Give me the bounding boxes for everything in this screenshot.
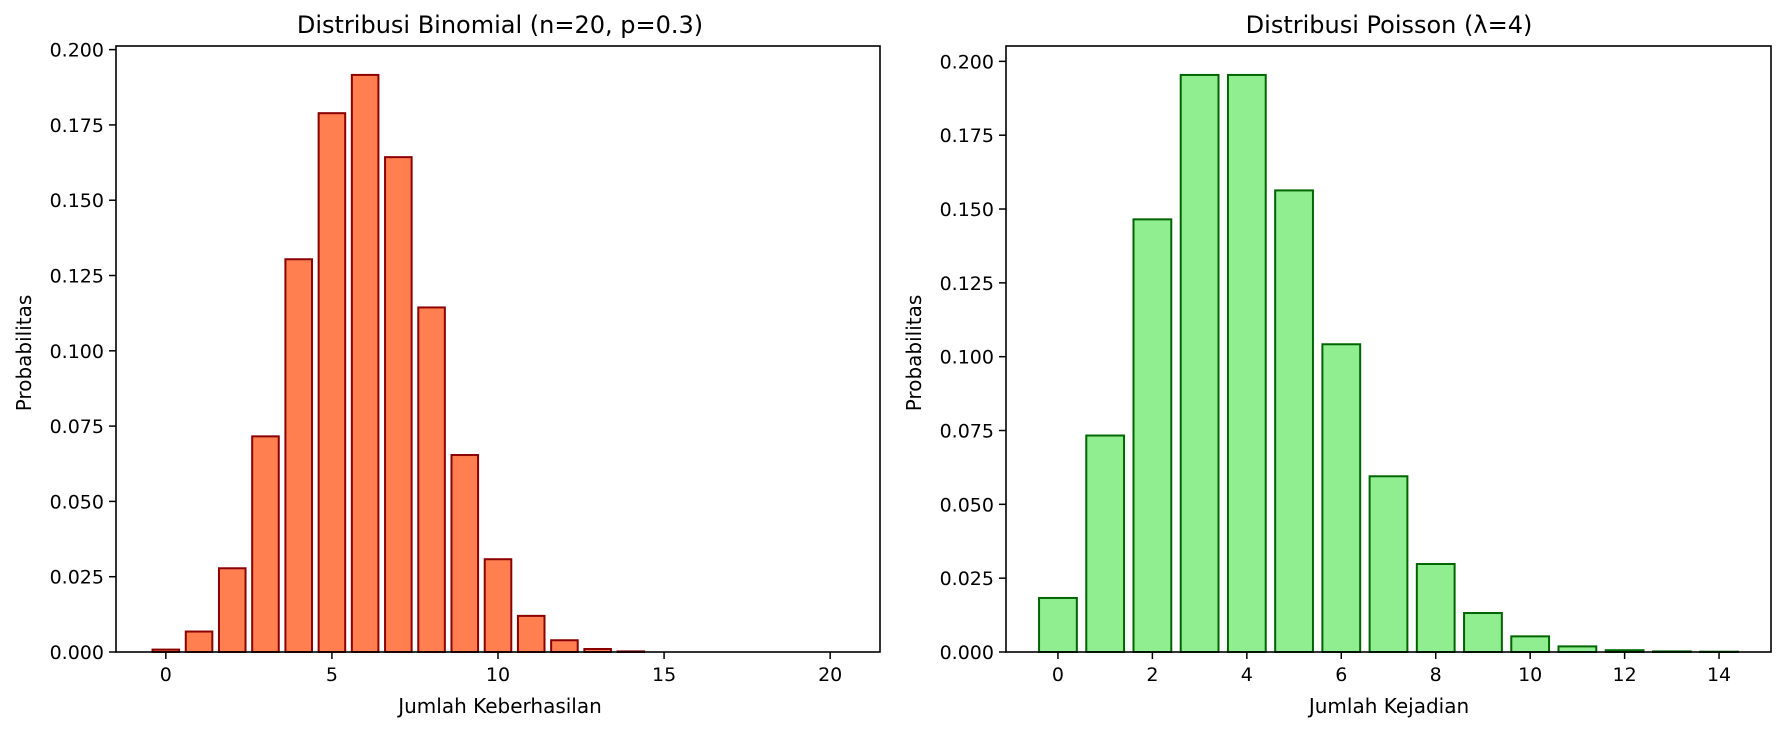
binomial-bar — [251, 435, 280, 653]
binomial-plot-area: 0 5 10 15 20 0.000 0.025 0.050 0.075 0.100 0.125 0.… — [50, 40, 881, 686]
binomial-y-tick-label: 0.025 — [50, 567, 104, 589]
binomial-y-axis-label: Probabilitas — [12, 295, 36, 412]
binomial-x-tick-label: 20 — [818, 664, 842, 686]
poisson-bar — [1038, 596, 1078, 654]
poisson-bar — [1510, 635, 1551, 653]
poisson-y-tick-label: 0.050 — [940, 494, 994, 516]
poisson-y-tick-label: 0.100 — [940, 347, 994, 369]
poisson-x-tick-label: 14 — [1707, 664, 1731, 686]
poisson-title: Distribusi Poisson (λ=4) — [1246, 11, 1533, 39]
poisson-axes-frame — [1005, 45, 1772, 653]
binomial-title: Distribusi Binomial (n=20, p=0.3) — [297, 11, 703, 39]
binomial-bar — [284, 258, 313, 653]
poisson-bar — [1226, 73, 1267, 653]
poisson-bar — [1321, 343, 1362, 653]
poisson-x-tick-label: 2 — [1146, 664, 1158, 686]
binomial-y-tick-label: 0.175 — [50, 115, 104, 137]
binomial-y-tick-label: 0.150 — [50, 190, 104, 212]
poisson-x-axis-label: Jumlah Kejadian — [1307, 694, 1469, 718]
binomial-bar — [450, 454, 480, 653]
poisson-x-tick-label: 10 — [1518, 664, 1542, 686]
binomial-bar — [550, 639, 579, 653]
poisson-x-tick-label: 12 — [1613, 664, 1637, 686]
binomial-bar — [384, 156, 413, 653]
binomial-bar — [516, 614, 546, 653]
binomial-y-tick-label: 0.100 — [50, 341, 104, 363]
binomial-y-tick-label: 0.000 — [50, 642, 104, 664]
poisson-bar — [1463, 612, 1503, 654]
binomial-y-tick-label: 0.200 — [50, 40, 104, 62]
poisson-y-axis-label: Probabilitas — [902, 295, 926, 412]
binomial-bar — [217, 567, 247, 654]
poisson-bar — [1415, 562, 1456, 653]
poisson-bar — [1132, 218, 1173, 653]
binomial-x-tick-label: 15 — [652, 664, 676, 686]
poisson-bar — [1368, 475, 1409, 653]
binomial-x-tick-label: 5 — [326, 664, 338, 686]
poisson-bar — [1179, 73, 1220, 653]
poisson-x-tick-label: 0 — [1052, 664, 1064, 686]
poisson-chart: Distribusi Poisson (λ=4) 0 2 4 6 8 10 12 14 0.00… — [902, 11, 1772, 718]
poisson-bar — [1274, 189, 1314, 653]
binomial-x-tick-label: 0 — [160, 664, 172, 686]
poisson-y-tick-label: 0.150 — [940, 199, 994, 221]
poisson-y-tick-label: 0.025 — [940, 568, 994, 590]
poisson-y-tick-label: 0.125 — [940, 273, 994, 295]
binomial-chart: Distribusi Binomial (n=20, p=0.3) 0 5 10 15… — [12, 11, 881, 718]
binomial-bar — [417, 306, 446, 653]
poisson-x-tick-label: 6 — [1335, 664, 1347, 686]
poisson-bar — [1085, 434, 1126, 653]
poisson-x-tick-label: 4 — [1241, 664, 1253, 686]
binomial-x-tick-label: 10 — [486, 664, 510, 686]
binomial-bar — [184, 630, 214, 654]
binomial-bar — [350, 73, 380, 654]
poisson-plot-area: 0 2 4 6 8 10 12 14 0.000 0.025 0.050 0.075 0.100 0.12… — [940, 45, 1772, 686]
poisson-y-tick-label: 0.175 — [940, 125, 994, 147]
binomial-bar — [317, 112, 347, 654]
binomial-bar — [483, 558, 513, 653]
binomial-y-tick-label: 0.125 — [50, 266, 104, 288]
binomial-y-tick-label: 0.050 — [50, 491, 104, 513]
poisson-y-tick-label: 0.000 — [940, 642, 994, 664]
poisson-x-tick-label: 8 — [1430, 664, 1442, 686]
binomial-y-tick-label: 0.075 — [50, 416, 104, 438]
poisson-y-tick-label: 0.075 — [940, 421, 994, 443]
poisson-y-tick-label: 0.200 — [940, 51, 994, 73]
binomial-x-axis-label: Jumlah Keberhasilan — [396, 694, 602, 718]
poisson-bar — [1557, 645, 1598, 654]
